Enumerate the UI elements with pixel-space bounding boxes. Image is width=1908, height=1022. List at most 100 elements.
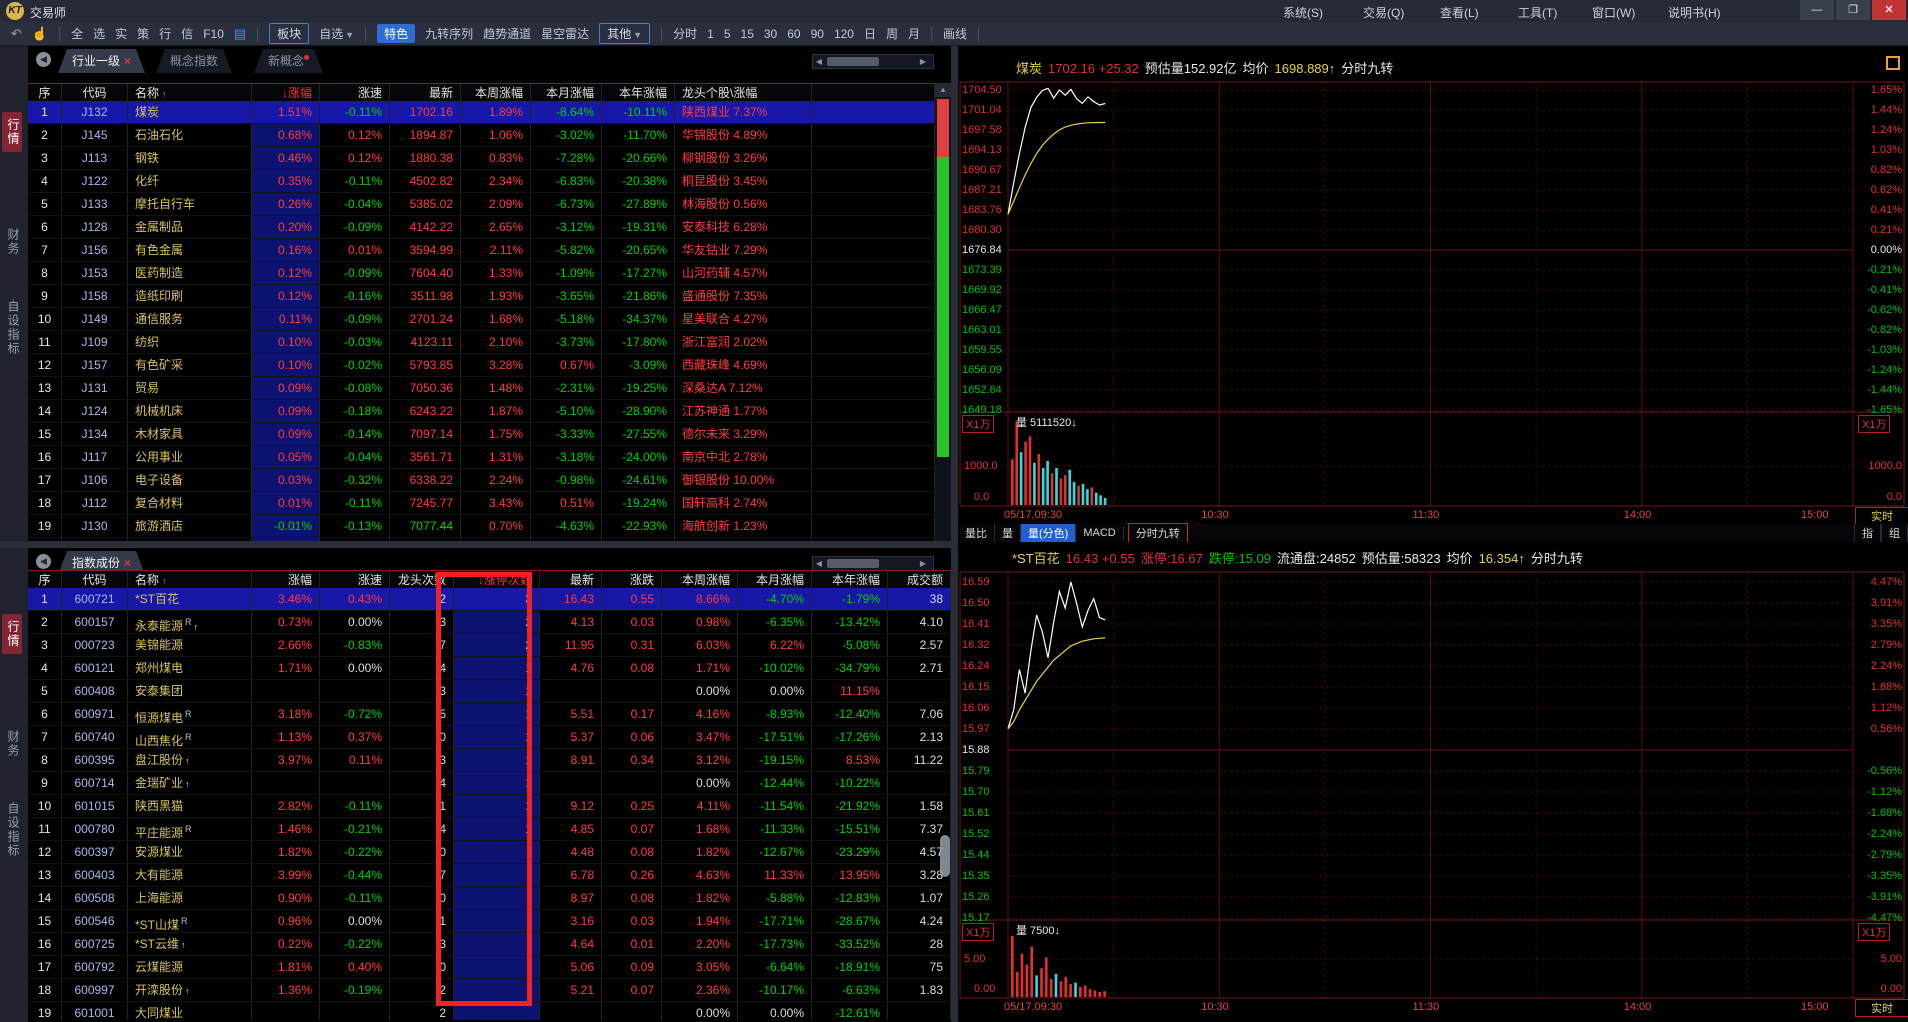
- sidebar-item-custom[interactable]: 自设指标: [6, 802, 20, 858]
- table-row[interactable]: 14 J124 机械机床 0.09% -0.18% 6243.22 1.87% -5.10% -…: [28, 400, 935, 423]
- column-header[interactable]: 本月涨幅: [738, 571, 812, 589]
- table-row[interactable]: 14 600508 上海能源 0.90% -0.11% 0 8.97 0.08 1.82% -5.…: [28, 887, 951, 910]
- table-row[interactable]: 12 J157 有色矿采 0.10% -0.02% 5793.85 3.28% 0.67% -3…: [28, 354, 935, 377]
- table-row[interactable]: 3 J113 钢铁 0.46% 0.12% 1880.38 0.83% -7.28% -20.6…: [28, 147, 935, 170]
- table-row[interactable]: 19 J130 旅游酒店 -0.01% -0.13% 7077.44 0.70% -4.63%…: [28, 515, 935, 538]
- column-header[interactable]: 本周涨幅: [461, 84, 531, 102]
- horizontal-scrollbar[interactable]: ◀ ▶: [812, 54, 934, 69]
- horizontal-splitter[interactable]: [0, 541, 951, 548]
- toolbar-button[interactable]: 15: [740, 26, 754, 41]
- toolbar-button[interactable]: 1: [707, 26, 714, 41]
- sidebar-item-finance[interactable]: 财务: [6, 228, 20, 256]
- table-row[interactable]: 17 600792 云煤能源 1.81% 0.40% 0 5.06 0.09 3.05% -6.6…: [28, 956, 951, 979]
- menu-tools[interactable]: 工具(T): [1518, 6, 1558, 20]
- toolbar-button[interactable]: 策: [137, 27, 150, 41]
- toolbar-button[interactable]: 九转序列: [425, 27, 474, 41]
- toolbar-button[interactable]: 120: [833, 26, 854, 41]
- table-row[interactable]: 16 600725 *ST云维 ↑ 0.22% -0.22% 3 4.64 0.01 2.20% -…: [28, 933, 951, 956]
- vertical-scrollbar[interactable]: ▲: [935, 83, 951, 541]
- table-row[interactable]: 13 600403 大有能源 3.99% -0.44% 7 6.78 0.26 4.63% 11.…: [28, 864, 951, 887]
- report-icon[interactable]: ▤: [233, 25, 247, 41]
- table-row[interactable]: 10 601015 陕西黑猫 2.82% -0.11% 1 1 9.12 0.25 4.11% -1…: [28, 795, 951, 818]
- column-header[interactable]: 名称 ↑: [128, 571, 252, 589]
- table-row[interactable]: 19 601001 大同煤业 2 0.00% 0.00% -12.61%: [28, 1002, 951, 1020]
- table-row[interactable]: 16 J117 公用事业 0.05% -0.04% 3561.71 1.31% -3.18% -…: [28, 446, 935, 469]
- scrollbar-thumb[interactable]: [940, 835, 950, 877]
- toolbar-button[interactable]: 30: [763, 26, 778, 41]
- tab-2[interactable]: 新概念: [254, 49, 323, 73]
- table-row[interactable]: 3 000723 美锦能源 2.66% -0.83% 7 2 11.95 0.31 6.03% 6.…: [28, 634, 951, 657]
- column-header[interactable]: 龙头次数: [390, 571, 454, 589]
- scrollbar-thumb[interactable]: [827, 559, 879, 568]
- close-button[interactable]: ✕: [1872, 0, 1906, 20]
- column-header[interactable]: 本月涨幅: [531, 84, 602, 102]
- table-row[interactable]: 4 600121 郑州煤电 1.71% 0.00% 4 1 4.76 0.08 1.71% -10.…: [28, 657, 951, 680]
- table-row[interactable]: 8 J153 医药制造 0.12% -0.09% 7604.40 1.33% -1.09% -1…: [28, 262, 935, 285]
- pointer-icon[interactable]: ☝: [31, 25, 49, 41]
- toolbar-button[interactable]: 其他 ▼: [599, 23, 651, 44]
- toolbar-button[interactable]: 周: [886, 27, 899, 41]
- menu-system[interactable]: 系统(S): [1283, 6, 1323, 20]
- back-icon[interactable]: ↶: [11, 25, 22, 41]
- close-tab-icon[interactable]: ×: [124, 54, 132, 68]
- toolbar-button[interactable]: 趋势通道: [483, 27, 532, 41]
- column-header[interactable]: 代码: [62, 571, 128, 589]
- close-tab-icon[interactable]: ×: [124, 556, 132, 570]
- table-row[interactable]: 6 J128 金属制品 0.20% -0.09% 4142.22 2.65% -3.12% -1…: [28, 216, 935, 239]
- table-row[interactable]: 9 J158 造纸印刷 0.12% -0.16% 3511.98 1.93% -3.65% -2…: [28, 285, 935, 308]
- menu-trade[interactable]: 交易(Q): [1363, 6, 1405, 20]
- menu-view[interactable]: 查看(L): [1440, 6, 1479, 20]
- collapse-left-icon[interactable]: ◀: [36, 554, 51, 569]
- toolbar-button[interactable]: 5: [723, 26, 731, 41]
- column-header[interactable]: 代码: [62, 84, 128, 102]
- column-header[interactable]: 最新: [390, 84, 461, 102]
- table-row[interactable]: 7 J156 有色金属 0.16% 0.01% 3594.99 2.11% -5.82% -20…: [28, 239, 935, 262]
- table-row[interactable]: 4 J122 化纤 0.35% -0.11% 4502.82 2.34% -6.83% -20.…: [28, 170, 935, 193]
- column-header[interactable]: 序: [28, 571, 62, 589]
- column-header[interactable]: 本年涨幅: [602, 84, 675, 102]
- realtime-badge[interactable]: 实时: [1855, 999, 1908, 1017]
- maximize-button[interactable]: ❐: [1836, 0, 1870, 20]
- table-row[interactable]: 5 600408 安泰集团 3 1 0.00% 0.00% 11.15%: [28, 680, 951, 703]
- toolbar-button[interactable]: 90: [810, 26, 824, 41]
- sidebar-item-custom[interactable]: 自设指标: [6, 300, 20, 356]
- toolbar-button[interactable]: 画线: [943, 27, 968, 41]
- toolbar-button[interactable]: 实: [115, 27, 128, 41]
- scroll-right-icon[interactable]: ▶: [919, 57, 927, 66]
- toolbar-button[interactable]: 行: [159, 27, 172, 41]
- table-row[interactable]: 18 J112 复合材料 0.01% -0.11% 7245.77 3.43% 0.51% -1…: [28, 492, 935, 515]
- table-row[interactable]: 11 J109 纺织 0.10% -0.03% 4123.11 2.10% -3.73% -17…: [28, 331, 935, 354]
- minimize-button[interactable]: —: [1800, 0, 1834, 20]
- column-header[interactable]: 序: [28, 84, 62, 102]
- table-row[interactable]: 2 J145 石油石化 0.68% 0.12% 1894.87 1.06% -3.02% -11…: [28, 124, 935, 147]
- toolbar-button[interactable]: 日: [863, 27, 876, 41]
- column-header[interactable]: 涨速: [320, 84, 390, 102]
- toolbar-button[interactable]: 板块: [269, 23, 310, 44]
- toolbar-button[interactable]: F10: [203, 26, 224, 41]
- table-row[interactable]: 9 600714 金瑞矿业 ↑ 4 1 0.00% -12.44% -10.22%: [28, 772, 951, 795]
- scrollbar-thumb[interactable]: [827, 57, 879, 66]
- realtime-badge[interactable]: 实时: [1855, 507, 1908, 525]
- scroll-left-icon[interactable]: ◀: [815, 57, 823, 66]
- toolbar-button[interactable]: 60: [787, 26, 801, 41]
- toolbar-button[interactable]: 全: [71, 27, 84, 41]
- toolbar-button[interactable]: 月: [908, 27, 921, 41]
- tab-1[interactable]: 概念指数: [156, 49, 232, 73]
- column-header[interactable]: 涨跌: [602, 571, 662, 589]
- indicator-tab[interactable]: 量: [995, 524, 1021, 542]
- table-row[interactable]: 8 600395 盘江股份 ↑ 3.97% 0.11% 3 1 8.91 0.34 3.12% -19…: [28, 749, 951, 772]
- column-header[interactable]: 涨幅: [252, 571, 320, 589]
- menu-help[interactable]: 说明书(H): [1668, 6, 1721, 20]
- table-row[interactable]: 10 J149 通信服务 0.11% -0.09% 2701.24 1.68% -5.18% -…: [28, 308, 935, 331]
- indicator-tab[interactable]: 分时九转: [1127, 523, 1188, 543]
- indicator-tab[interactable]: 量(分色): [1021, 524, 1077, 542]
- table-row[interactable]: 15 J134 木材家具 0.09% -0.14% 7097.14 1.75% -3.33% -…: [28, 423, 935, 446]
- column-header[interactable]: 本周涨幅: [662, 571, 738, 589]
- scroll-left-icon[interactable]: ◀: [815, 559, 823, 568]
- table-row[interactable]: 13 J131 贸易 0.09% -0.08% 7050.36 1.48% -2.31% -19…: [28, 377, 935, 400]
- indicator-tab[interactable]: 量比: [958, 524, 995, 542]
- horizontal-scrollbar[interactable]: ◀ ▶: [812, 556, 934, 571]
- table-row[interactable]: 17 J106 电子设备 0.03% -0.32% 6338.22 2.24% -0.98% -…: [28, 469, 935, 492]
- indicator-side-tab[interactable]: 指: [1854, 524, 1881, 542]
- scroll-up-icon[interactable]: ▲: [935, 83, 951, 97]
